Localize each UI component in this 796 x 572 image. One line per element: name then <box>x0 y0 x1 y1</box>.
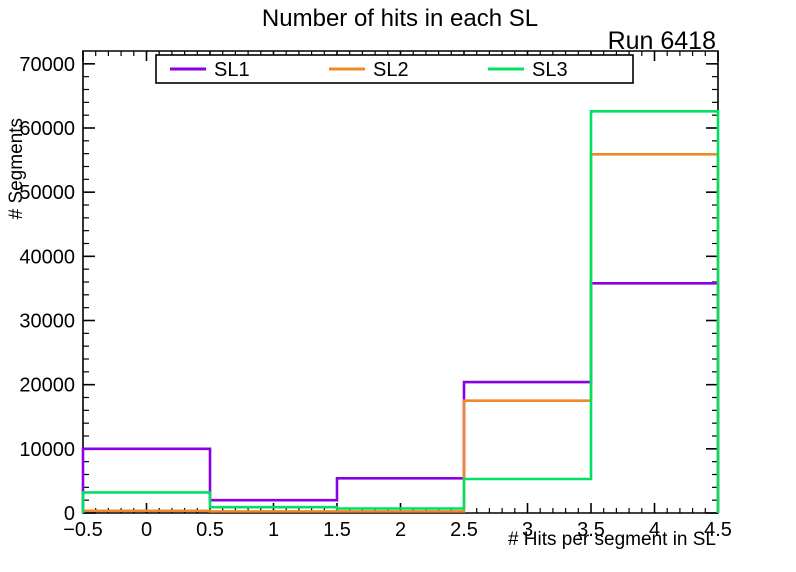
y-tick-label: 60000 <box>19 118 75 140</box>
x-tick-label: 0 <box>141 519 152 541</box>
x-tick-label: 2 <box>395 519 406 541</box>
hist-series-sl3 <box>81 110 720 513</box>
x-tick-label: 1 <box>268 519 279 541</box>
y-tick-label: 70000 <box>19 54 75 76</box>
legend-entry-sl3: SL3 <box>488 59 568 81</box>
x-tick-label: 2.5 <box>450 519 478 541</box>
x-tick-label: 3.5 <box>577 519 605 541</box>
y-tick-label: 20000 <box>19 375 75 397</box>
legend-entry-sl1: SL1 <box>170 59 250 81</box>
x-tick-label: 1.5 <box>323 519 351 541</box>
x-tick-label: 3 <box>522 519 533 541</box>
x-axis-title: # Hits per segment in SL <box>508 529 716 550</box>
hist-series-sl1 <box>81 281 720 513</box>
y-tick-label: 50000 <box>19 182 75 204</box>
y-tick-label: 0 <box>64 503 75 525</box>
x-tick-label: 4 <box>649 519 660 541</box>
legend-box <box>155 54 634 84</box>
x-axis-tick-labels: −0.5 0 0.5 1 1.5 2 2.5 3 3.5 4 4.5 <box>63 519 732 541</box>
legend-label-sl2: SL2 <box>373 59 409 81</box>
y-axis-tick-labels: 0 10000 20000 30000 40000 50000 60000 70000 <box>19 54 75 525</box>
legend-label-sl3: SL3 <box>532 59 568 81</box>
x-tick-label: 4.5 <box>704 519 732 541</box>
legend-label-sl1: SL1 <box>214 59 250 81</box>
y-tick-label: 40000 <box>19 246 75 268</box>
y-tick-label: 10000 <box>19 439 75 461</box>
legend-items: SL1 SL2 SL3 <box>170 59 568 81</box>
histogram-series <box>81 110 720 513</box>
x-tick-label: 0.5 <box>196 519 224 541</box>
y-axis-title: # Segments <box>6 118 27 219</box>
x-tick-label: −0.5 <box>63 519 102 541</box>
legend-entry-sl2: SL2 <box>329 59 409 81</box>
y-tick-label: 30000 <box>19 311 75 333</box>
legend: SL1 SL2 SL3 <box>155 54 634 84</box>
page-title: Number of hits in each SL <box>262 5 538 32</box>
hist-series-sl2 <box>81 153 720 513</box>
